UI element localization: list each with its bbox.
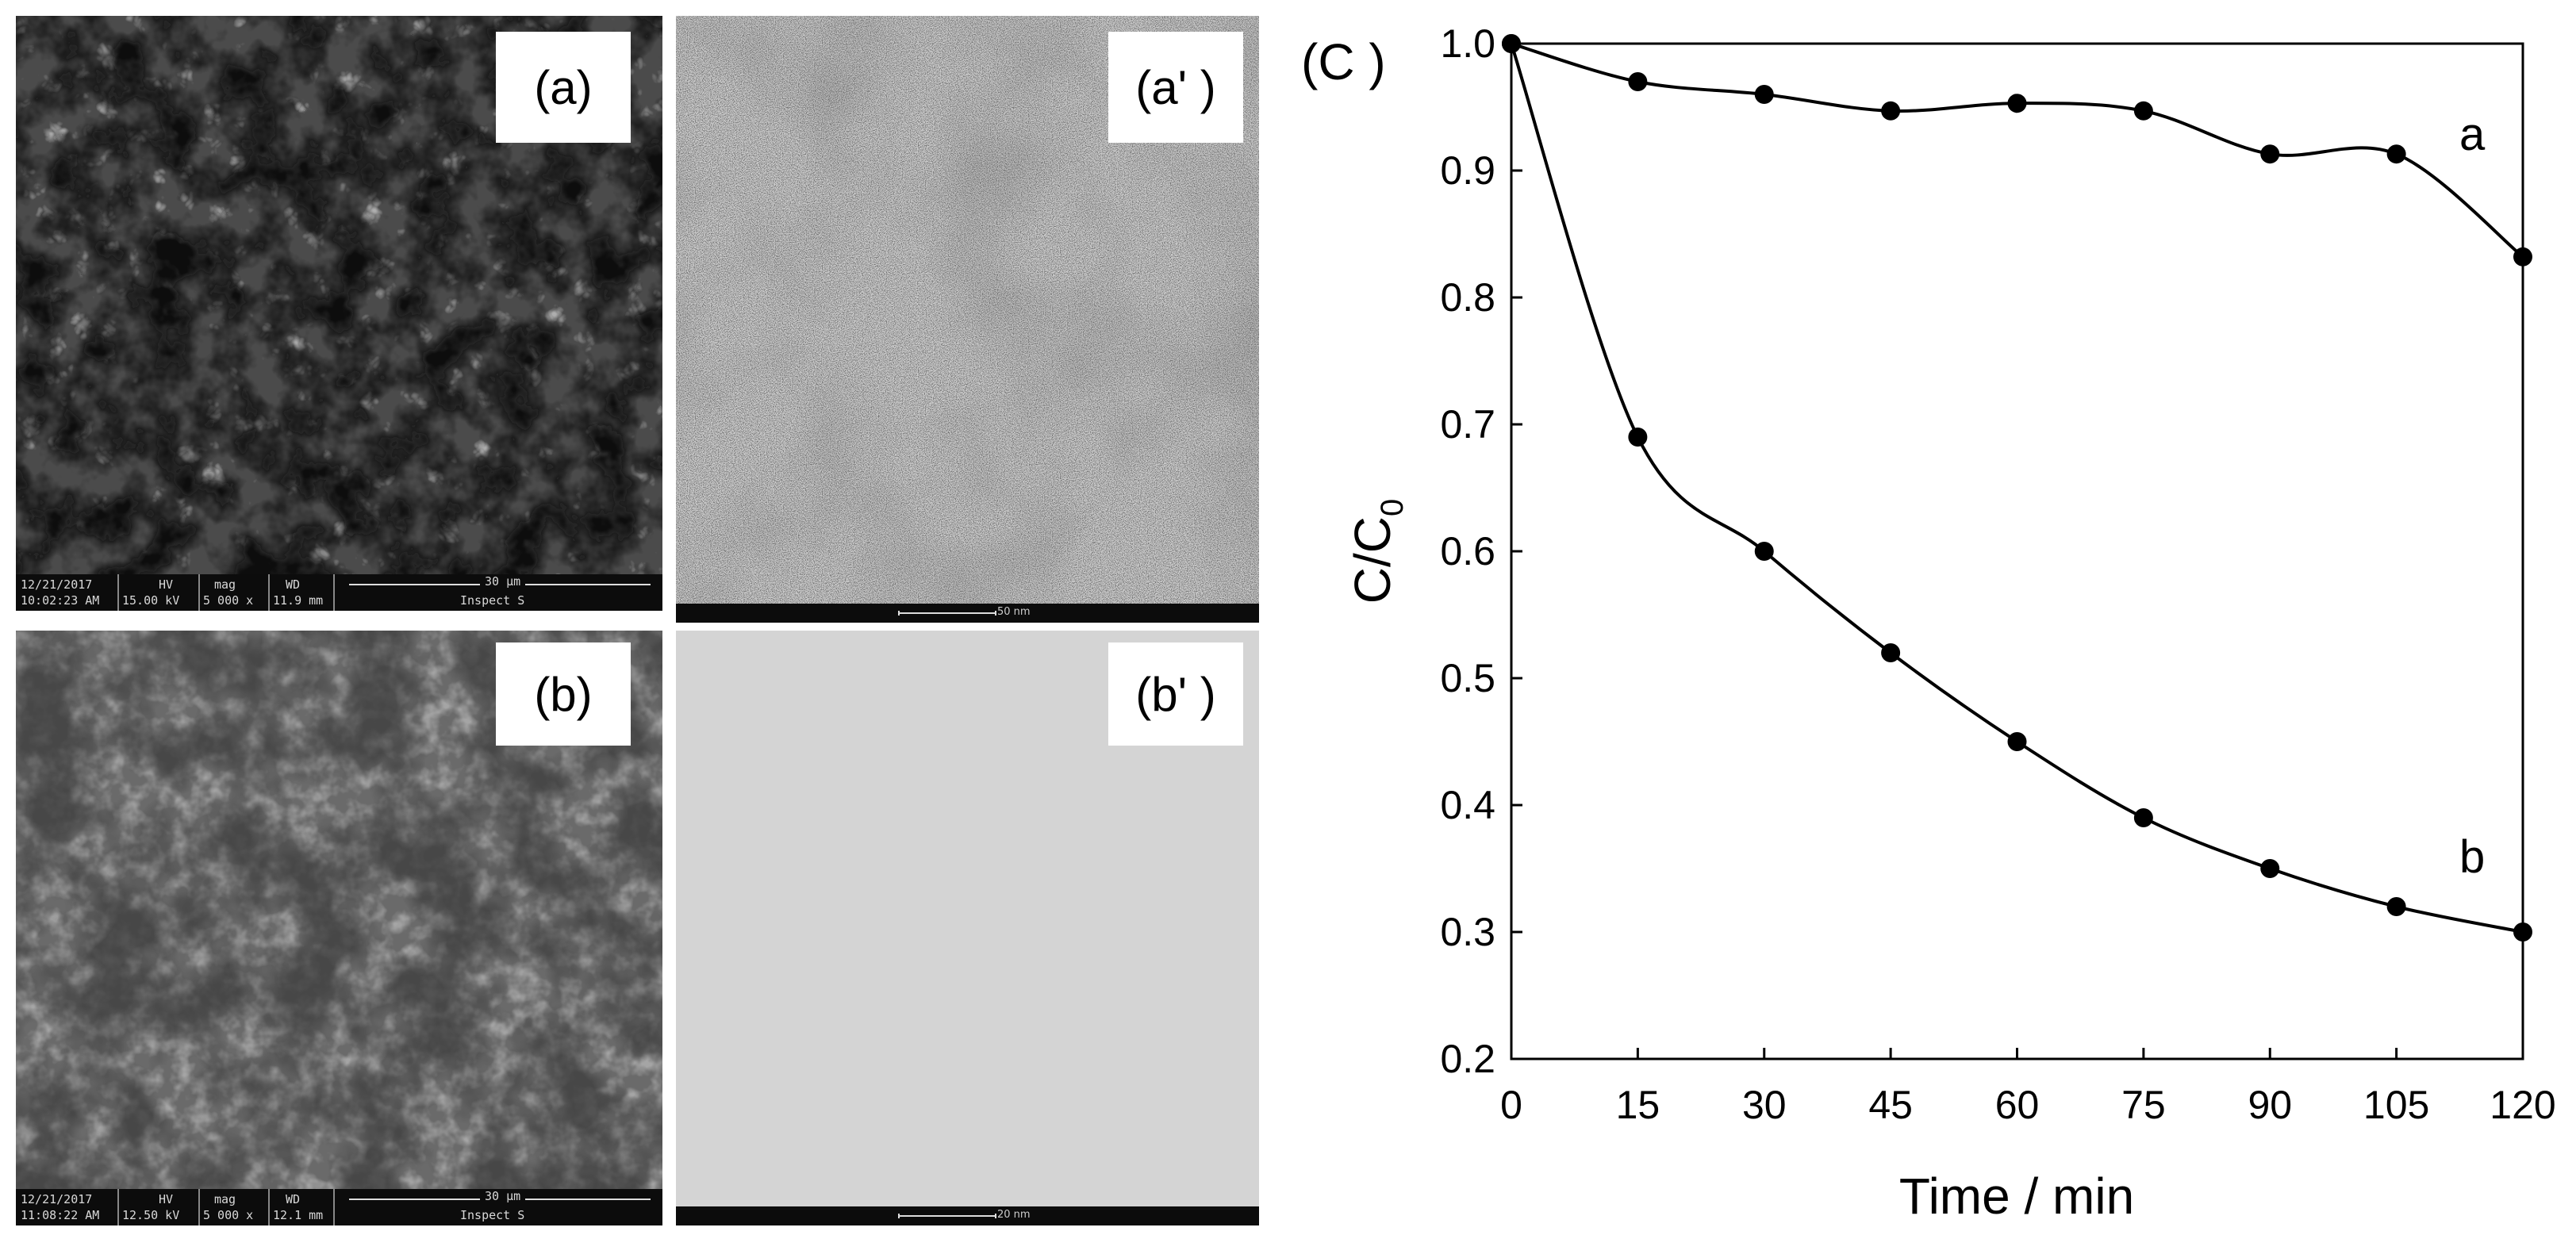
y-axis-title-main: C/C <box>1344 516 1401 604</box>
sem-wd: 12.1 mm <box>273 1208 324 1222</box>
series-label-a: a <box>2459 109 2486 160</box>
series-line-b <box>1510 43 2524 934</box>
data-point-a <box>2260 144 2280 164</box>
data-point-b <box>1881 643 1901 662</box>
sem-wd-label: WD <box>286 577 301 592</box>
x-tick-label: 75 <box>2121 1083 2166 1127</box>
sem-time: 11:08:22 AM <box>21 1208 100 1222</box>
sem-mag-label: mag <box>214 1192 236 1206</box>
chart-panel-label: (C ) <box>1301 33 1386 90</box>
y-tick-label: 0.3 <box>1440 910 1495 954</box>
tem-image-a-prime: (a' ) 50 nm <box>676 16 1259 623</box>
panel-label-a: (a) <box>496 32 631 143</box>
x-tick-label: 30 <box>1742 1083 1787 1127</box>
data-point-a <box>2007 94 2027 113</box>
y-tick-label: 0.2 <box>1440 1037 1495 1081</box>
sem-hv: 15.00 kV <box>122 593 180 608</box>
y-axis: 0.2 0.3 0.4 0.5 0.6 0.7 0.8 0.9 1.0 <box>1440 21 1522 1081</box>
series-line-a <box>1511 42 2524 259</box>
data-point-a <box>2133 101 2153 121</box>
data-point-a <box>1628 72 1648 91</box>
sem-image-a: (a) 12/21/2017 10:02:23 AM HV 15.00 kV m… <box>16 16 662 611</box>
sem-scale: 30 μm <box>480 1189 526 1203</box>
y-tick-label: 0.5 <box>1440 656 1495 700</box>
sem-scale: 30 μm <box>480 574 526 589</box>
sem-image-b: (b) 12/21/2017 11:08:22 AM HV 12.50 kV m… <box>16 631 662 1225</box>
y-axis-title: C/C0 <box>1344 499 1410 604</box>
panel-label-a-prime: (a' ) <box>1108 32 1243 143</box>
y-tick-label: 1.0 <box>1440 21 1495 66</box>
sem-mag: 5 000 x <box>203 593 254 608</box>
degradation-line-chart: (C ) 0.2 0.3 0.4 0.5 0.6 0.7 0.8 0.9 1.0 0 15 30 45… <box>1301 21 2556 1225</box>
data-point-a <box>1754 85 1774 104</box>
x-tick-label: 45 <box>1868 1083 1913 1127</box>
x-axis: 0 15 30 45 60 75 90 105 120 <box>1500 1048 2556 1127</box>
y-tick-label: 0.6 <box>1440 529 1495 573</box>
panel-label-b: (b) <box>496 642 631 746</box>
sem-info-bar-a: 12/21/2017 10:02:23 AM HV 15.00 kV mag 5… <box>16 574 662 611</box>
tem-image-b-prime: (b' ) 20 nm <box>676 631 1259 1225</box>
sem-wd-label: WD <box>286 1192 301 1206</box>
sem-wd: 11.9 mm <box>273 593 324 608</box>
data-point-a <box>2386 144 2406 164</box>
data-point-b <box>2260 859 2280 878</box>
panel-label-b-prime: (b' ) <box>1108 642 1243 746</box>
y-axis-title-subscript: 0 <box>1375 499 1410 516</box>
y-tick-label: 0.4 <box>1440 783 1495 827</box>
sem-time: 10:02:23 AM <box>21 593 100 608</box>
data-point-b <box>2007 732 2027 751</box>
sem-mag: 5 000 x <box>203 1208 254 1222</box>
x-tick-label: 0 <box>1500 1083 1522 1127</box>
plot-frame <box>1510 42 2524 1060</box>
tem-scale-bar-b-prime: 20 nm <box>676 1206 1259 1225</box>
y-tick-label: 0.9 <box>1440 148 1495 193</box>
x-tick-label: 105 <box>2363 1083 2429 1127</box>
data-point-b <box>2133 808 2153 827</box>
series-markers <box>1502 34 2532 942</box>
y-tick-label: 0.7 <box>1440 402 1495 447</box>
tem-scale-label: 50 nm <box>997 606 1031 618</box>
data-point-b <box>2386 897 2406 916</box>
data-point-a <box>2513 247 2532 267</box>
sem-detector: Inspect S <box>460 593 525 608</box>
data-point-b <box>1628 428 1648 447</box>
sem-hv: 12.50 kV <box>122 1208 180 1222</box>
x-tick-label: 15 <box>1616 1083 1660 1127</box>
data-point-a <box>1881 101 1901 121</box>
series-lines <box>1510 42 2524 934</box>
sem-hv-label: HV <box>159 1192 174 1206</box>
x-tick-label: 120 <box>2490 1083 2555 1127</box>
sem-info-bar-b: 12/21/2017 11:08:22 AM HV 12.50 kV mag 5… <box>16 1189 662 1225</box>
y-tick-label: 0.8 <box>1440 275 1495 320</box>
sem-mag-label: mag <box>214 577 236 592</box>
x-tick-label: 60 <box>1995 1083 2040 1127</box>
tem-scale-label: 20 nm <box>997 1209 1031 1221</box>
sem-date: 12/21/2017 <box>21 577 93 592</box>
sem-date: 12/21/2017 <box>21 1192 93 1206</box>
x-tick-label: 90 <box>2248 1083 2292 1127</box>
sem-detector: Inspect S <box>460 1208 525 1222</box>
series-labels: ab <box>2459 109 2486 883</box>
tem-scale-bar-a-prime: 50 nm <box>676 604 1259 623</box>
series-label-b: b <box>2459 831 2485 883</box>
x-axis-title: Time / min <box>1899 1168 2134 1225</box>
sem-hv-label: HV <box>159 577 174 592</box>
data-point-b <box>1754 542 1774 561</box>
data-point-b <box>1502 34 1521 53</box>
data-point-b <box>2513 922 2532 942</box>
